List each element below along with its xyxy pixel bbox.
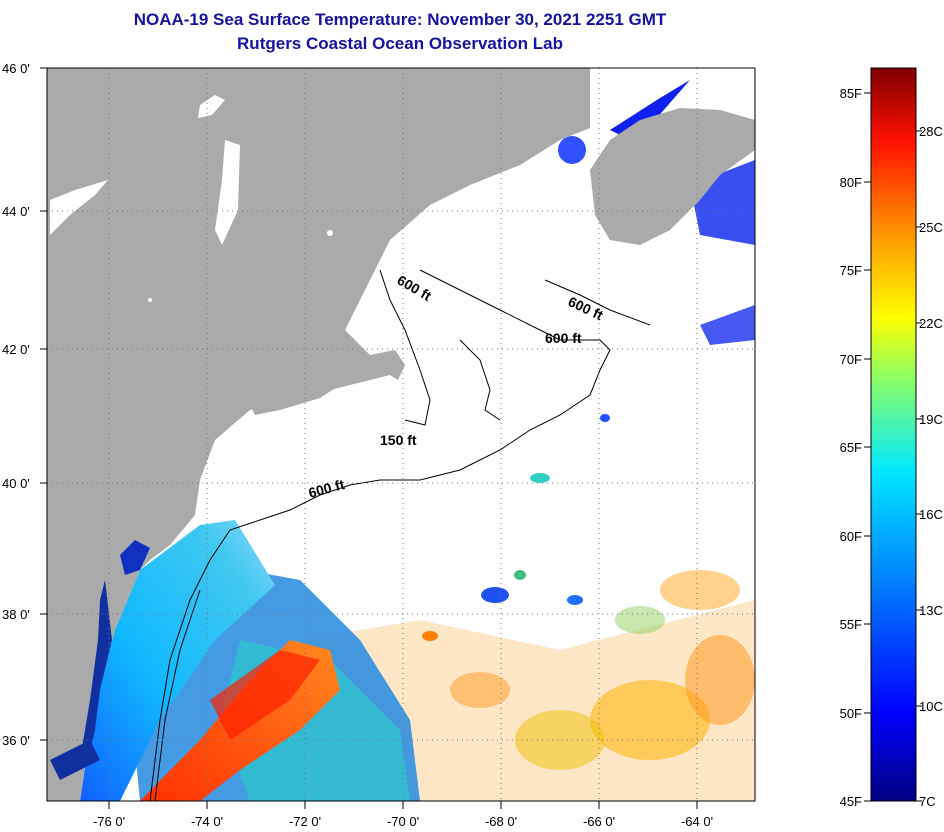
map-subtitle: Rutgers Coastal Ocean Observation Lab: [237, 34, 563, 53]
chesapeake-bay: [50, 540, 150, 780]
lat-label: 36 0': [2, 733, 30, 748]
colorbar-ticks: [864, 92, 922, 802]
lon-label: -74 0': [191, 814, 223, 829]
lon-label: -70 0': [387, 814, 419, 829]
lon-label: -64 0': [681, 814, 713, 829]
colorbar-f-label: 65F: [840, 440, 862, 455]
lon-label: -68 0': [485, 814, 517, 829]
colorbar-c-label: 28C: [919, 124, 943, 139]
colorbar-f-label: 85F: [840, 86, 862, 101]
colorbar-f-label: 80F: [840, 175, 862, 190]
colorbar-f-label: 45F: [840, 794, 862, 809]
temperature-colorbar: [870, 67, 917, 802]
lon-label: -76 0': [93, 814, 125, 829]
map-title: NOAA-19 Sea Surface Temperature: Novembe…: [133, 10, 667, 29]
contour-label: 600 ft: [545, 330, 582, 346]
colorbar-c-label: 7C: [919, 794, 936, 809]
landmass: [47, 68, 755, 801]
colorbar-f-label: 75F: [840, 263, 862, 278]
lat-label: 40 0': [2, 476, 30, 491]
axis-ticks: [40, 67, 698, 809]
lon-label: -66 0': [583, 814, 615, 829]
colorbar-f-label: 55F: [840, 617, 862, 632]
colorbar-f-label: 50F: [840, 706, 862, 721]
colorbar-c-label: 13C: [919, 603, 943, 618]
inland-lakes: [50, 95, 333, 302]
colorbar-f-label: 60F: [840, 529, 862, 544]
contour-label: 150 ft: [380, 432, 417, 448]
lon-label: -72 0': [289, 814, 321, 829]
colorbar-c-label: 16C: [919, 507, 943, 522]
bathymetry-contours: [149, 269, 651, 802]
map-frame: [46, 67, 756, 802]
colorbar-c-label: 22C: [919, 316, 943, 331]
graticule: [47, 68, 755, 801]
lat-label: 38 0': [2, 607, 30, 622]
colorbar-f-label: 70F: [840, 352, 862, 367]
sst-warm-offshore: [300, 570, 755, 801]
lat-label: 42 0': [2, 342, 30, 357]
lat-label: 46 0': [2, 61, 30, 76]
colorbar-c-label: 25C: [919, 220, 943, 235]
lat-label: 44 0': [2, 204, 30, 219]
colorbar-c-label: 19C: [919, 412, 943, 427]
colorbar-c-label: 10C: [919, 699, 943, 714]
